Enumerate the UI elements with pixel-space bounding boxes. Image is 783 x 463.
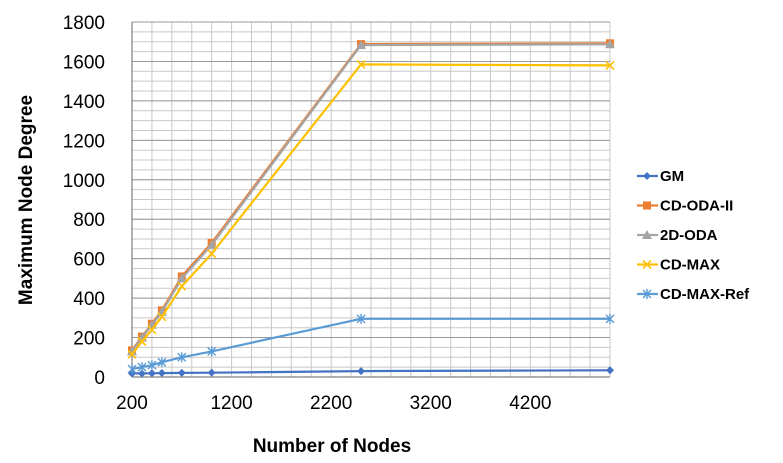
series-cd-max bbox=[127, 59, 615, 359]
data-point bbox=[356, 59, 366, 69]
series-line bbox=[131, 43, 611, 353]
legend-entry: GM bbox=[637, 168, 684, 185]
axes bbox=[131, 22, 610, 378]
series-line bbox=[131, 317, 610, 371]
data-point bbox=[127, 364, 137, 375]
x-tick-label: 2200 bbox=[310, 393, 352, 414]
x-tick-label: 3200 bbox=[410, 393, 452, 414]
data-point bbox=[207, 249, 217, 259]
data-point bbox=[147, 325, 157, 335]
series-layer bbox=[127, 39, 615, 378]
data-point bbox=[137, 369, 146, 378]
y-tick-label: 600 bbox=[73, 250, 105, 271]
tick-labels: 0 200 400 600 800 1000 1200 1400 1600 1800 200 1200… bbox=[63, 13, 552, 414]
x-axis-title: Number of Nodes bbox=[253, 436, 411, 457]
data-point bbox=[177, 368, 186, 377]
x-tick-label: 4200 bbox=[509, 393, 551, 414]
y-tick-label: 800 bbox=[73, 210, 105, 231]
data-point bbox=[177, 281, 187, 291]
y-tick-label: 1800 bbox=[63, 13, 105, 34]
data-point bbox=[605, 39, 615, 49]
data-point bbox=[157, 357, 167, 368]
data-point bbox=[642, 259, 652, 270]
data-point bbox=[356, 313, 366, 324]
data-point bbox=[643, 172, 651, 180]
legend-entry: CD-MAX-Ref bbox=[637, 286, 750, 303]
series-gm bbox=[128, 366, 614, 378]
y-tick-label: 0 bbox=[94, 368, 105, 389]
y-tick-label: 1000 bbox=[63, 171, 105, 192]
data-point bbox=[127, 346, 137, 356]
grid-lines bbox=[131, 21, 611, 378]
legend-label: CD-ODA-II bbox=[660, 198, 733, 215]
legend-entry: CD-MAX bbox=[637, 257, 720, 274]
data-point bbox=[157, 369, 166, 378]
y-tick-label: 1400 bbox=[63, 92, 105, 113]
data-point bbox=[642, 230, 652, 239]
y-tick-label: 1200 bbox=[63, 131, 105, 152]
data-point bbox=[606, 366, 614, 375]
data-point bbox=[642, 289, 652, 299]
legend-entry: CD-ODA-II bbox=[637, 198, 733, 215]
legend-label: GM bbox=[660, 168, 684, 185]
x-tick-label: 1200 bbox=[210, 393, 252, 414]
legend-label: 2D-ODA bbox=[660, 227, 718, 244]
y-tick-label: 1600 bbox=[63, 52, 105, 73]
series-cd-max-ref bbox=[127, 313, 615, 375]
data-point bbox=[127, 349, 137, 359]
data-point bbox=[207, 368, 216, 377]
x-tick-label: 200 bbox=[116, 393, 148, 414]
data-point bbox=[147, 360, 157, 371]
data-point bbox=[137, 362, 147, 373]
legend: GM CD-ODA-II 2D-ODA CD-MAX CD-MAX-Ref bbox=[637, 168, 750, 303]
data-point bbox=[643, 201, 651, 210]
data-point bbox=[176, 273, 187, 283]
data-point bbox=[147, 369, 156, 378]
data-point bbox=[605, 60, 615, 70]
data-point bbox=[357, 367, 366, 376]
data-point bbox=[177, 352, 187, 363]
legend-label: CD-MAX bbox=[660, 257, 720, 274]
legend-entry: 2D-ODA bbox=[637, 227, 718, 244]
data-point bbox=[207, 346, 217, 357]
y-tick-label: 400 bbox=[73, 289, 105, 310]
data-point bbox=[206, 239, 217, 249]
data-point bbox=[157, 312, 167, 322]
data-point bbox=[605, 313, 615, 324]
legend-label: CD-MAX-Ref bbox=[660, 286, 750, 303]
data-point bbox=[137, 336, 147, 347]
y-tick-label: 200 bbox=[73, 329, 105, 350]
data-point bbox=[356, 40, 367, 50]
y-axis-title: Maximum Node Degree bbox=[16, 95, 37, 305]
